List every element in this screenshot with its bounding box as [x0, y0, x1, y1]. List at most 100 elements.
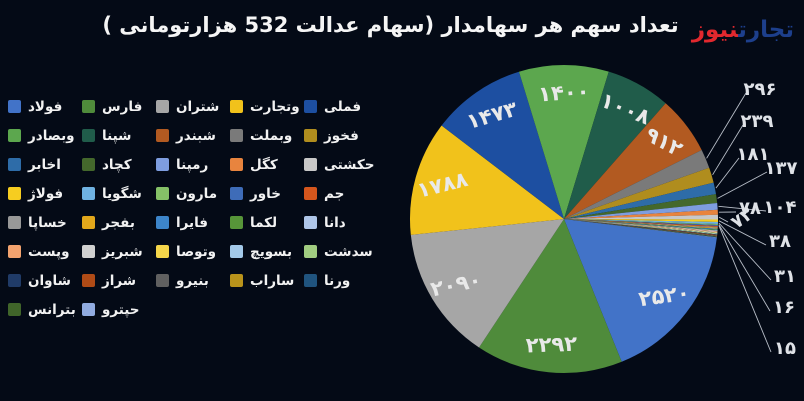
logo-part-news: نیوز: [691, 17, 739, 43]
pie-slice: [564, 219, 718, 222]
legend-label: شراز: [102, 272, 137, 289]
legend-swatch: [304, 274, 317, 287]
legend-swatch: [304, 158, 317, 171]
callout-label: ۱۸۱: [737, 144, 770, 165]
callout-label: ۳۸: [769, 231, 791, 252]
legend-item: اخابر: [8, 150, 82, 179]
legend-item: کچاد: [82, 150, 156, 179]
legend-label: شگویا: [102, 185, 142, 202]
pie-slice: [564, 219, 718, 237]
legend-item: فخوز: [304, 121, 378, 150]
legend-swatch: [156, 158, 169, 171]
leader-line: [718, 220, 767, 246]
legend-swatch: [230, 245, 243, 258]
legend-label: فملی: [324, 98, 362, 115]
leader-line: [718, 224, 771, 312]
legend-swatch: [156, 100, 169, 113]
legend-item: وتوصا: [156, 237, 230, 266]
legend-item: رمپنا: [156, 150, 230, 179]
legend-item: شبریز: [82, 237, 156, 266]
pie-slice: [564, 219, 717, 238]
leader-line: [718, 222, 772, 281]
legend-label: خاور: [250, 185, 281, 202]
legend-swatch: [230, 187, 243, 200]
legend-swatch: [8, 187, 21, 200]
pie-slice: [564, 214, 719, 220]
legend-item: شتران: [156, 92, 230, 121]
legend-swatch: [230, 274, 243, 287]
legend-label: رمپنا: [176, 156, 209, 173]
legend-label: حپترو: [102, 301, 140, 318]
callout-label: ۷۸: [739, 198, 761, 219]
pie-slice: [564, 219, 718, 234]
legend-swatch: [304, 216, 317, 229]
pie-slice: [564, 219, 718, 229]
pie-slice: [564, 149, 710, 219]
legend-label: جم: [324, 185, 345, 202]
leader-line: [717, 171, 768, 199]
legend-item: خساپا: [8, 208, 82, 237]
legend-item: بترانس: [8, 295, 82, 324]
legend-item: شراز: [82, 266, 156, 295]
leader-line: [706, 92, 747, 159]
pie-slice: [479, 219, 622, 374]
legend-item: فولاژ: [8, 179, 82, 208]
legend-label: بنیرو: [176, 272, 209, 289]
pie-slice: [564, 219, 718, 227]
pie-slice: [564, 219, 718, 236]
legend-label: ورنا: [324, 272, 351, 289]
legend-label: وبملت: [250, 127, 293, 144]
pie-slice: [564, 219, 717, 238]
legend-item: بفجر: [82, 208, 156, 237]
legend-swatch: [82, 245, 95, 258]
pie-slice: [564, 219, 718, 225]
legend-item: شاوان: [8, 266, 82, 295]
chart-title: تعداد سهم هر سهامدار (سهام عدالت 532 هزا…: [102, 13, 679, 37]
legend-item: شپنا: [82, 121, 156, 150]
legend-swatch: [156, 245, 169, 258]
pie-slice: [564, 71, 666, 220]
legend-label: حکشتی: [324, 156, 375, 173]
pie-slice: [564, 219, 717, 362]
legend-label: سدشت: [324, 243, 373, 260]
legend-label: کچاد: [102, 156, 132, 173]
tejaratnews-logo: تجارتنیوز: [692, 17, 794, 43]
pie-slice: [564, 219, 718, 232]
legend-swatch: [304, 187, 317, 200]
legend-swatch: [82, 158, 95, 171]
pie-slice: [564, 219, 718, 236]
legend-swatch: [82, 274, 95, 287]
legend-swatch: [230, 129, 243, 142]
legend-item: فولاد: [8, 92, 82, 121]
callout-label: ۳۱: [774, 266, 796, 287]
legend-label: خساپا: [28, 214, 67, 231]
legend-label: مارون: [176, 185, 218, 202]
legend-label: شپنا: [102, 127, 132, 144]
legend-swatch: [304, 100, 317, 113]
legend-label: فولاژ: [28, 185, 64, 202]
legend-item: کگل: [230, 150, 304, 179]
legend-swatch: [82, 303, 95, 316]
legend-label: فخوز: [324, 127, 359, 144]
legend-swatch: [8, 216, 21, 229]
legend-item: سدشت: [304, 237, 378, 266]
leader-line: [718, 205, 767, 212]
slice-label: ۲۲۹۲: [525, 332, 577, 358]
legend-label: اخابر: [28, 156, 61, 173]
legend-swatch: [8, 274, 21, 287]
pie-slice: [564, 219, 718, 228]
leader-line: [718, 216, 729, 223]
legend-item: خاور: [230, 179, 304, 208]
pie-slice: [564, 209, 718, 219]
pie-slice: [409, 125, 564, 235]
legend-item: شبندر: [156, 121, 230, 150]
legend-item: فایرا: [156, 208, 230, 237]
pie-slice: [564, 167, 714, 219]
pie-slice: [564, 219, 718, 232]
legend: فولاد فارس شتران وتجارت فملی وبصادر شپنا شبندر و…: [8, 92, 378, 324]
legend-label: شبریز: [102, 243, 143, 260]
legend-swatch: [156, 274, 169, 287]
legend-label: شاوان: [28, 272, 71, 289]
legend-label: وتوصا: [176, 243, 217, 260]
legend-swatch: [82, 129, 95, 142]
